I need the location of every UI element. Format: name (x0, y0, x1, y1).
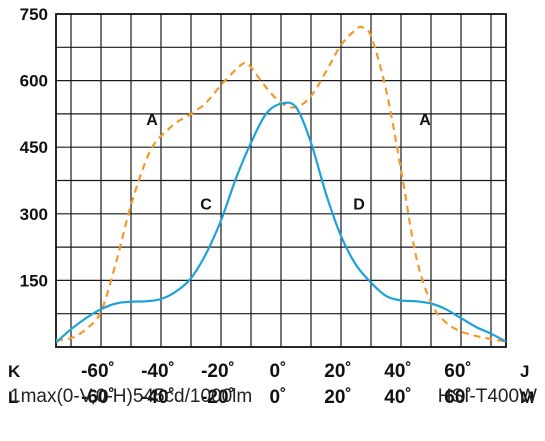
y-tick-label: 600 (20, 72, 48, 91)
x-tick-label: -40˚ (141, 361, 175, 382)
x-tick-label: 20˚ (324, 387, 351, 408)
row-end-label: J (520, 362, 529, 381)
curve-annotation-label: C (200, 196, 212, 213)
row-end-label: M (520, 388, 534, 407)
x-tick-label: -60˚ (81, 361, 115, 382)
x-tick-label: 60˚ (444, 361, 471, 382)
y-tick-label: 150 (20, 271, 48, 290)
row-key-label: L (8, 388, 18, 407)
x-tick-label: 40˚ (384, 387, 411, 408)
row-key-label: K (8, 362, 21, 381)
x-tick-label: 40˚ (384, 361, 411, 382)
y-tick-label: 300 (20, 205, 48, 224)
plot-frame (55, 13, 507, 348)
y-tick-label: 750 (20, 5, 48, 24)
x-tick-label: -20˚ (201, 361, 235, 382)
x-tick-label: 20˚ (324, 361, 351, 382)
x-tick-label: -20˚ (201, 387, 235, 408)
x-tick-label: -40˚ (141, 387, 175, 408)
series-line-solid (55, 101, 507, 344)
y-tick-label: 450 (20, 138, 48, 157)
footer-max-intensity: 1max(0-V,0-H)545cd/1000lm (10, 386, 253, 407)
x-tick-label: -60˚ (81, 387, 115, 408)
footer-model-label: HSI-T400W (437, 386, 537, 407)
curve-annotation-label: A (146, 112, 158, 129)
x-tick-label: 0˚ (270, 387, 287, 408)
series-line-dashed (55, 25, 507, 343)
curve-annotation-label: D (353, 196, 365, 213)
curve-annotation-label: A (419, 112, 431, 129)
x-tick-label: 0˚ (270, 361, 287, 382)
x-tick-label: 60˚ (444, 387, 471, 408)
